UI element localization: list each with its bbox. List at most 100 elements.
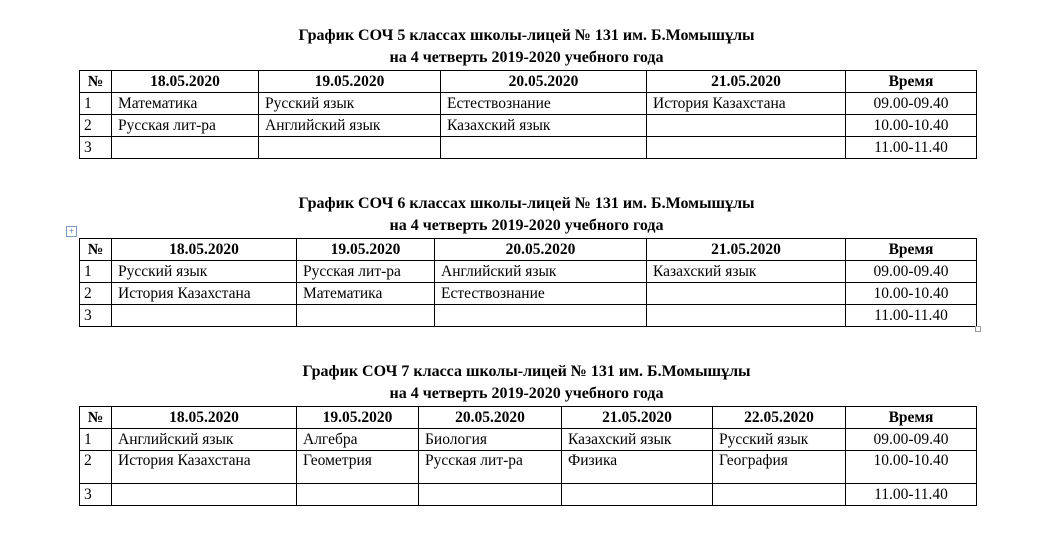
subject-cell: Русская лит-ра bbox=[111, 114, 259, 137]
subject-cell bbox=[646, 282, 846, 305]
column-header: № bbox=[79, 238, 112, 261]
table-row: 2 Русская лит-ра Английский язык Казахский … bbox=[79, 114, 977, 137]
table-move-handle-icon[interactable]: + bbox=[66, 226, 77, 237]
row-number: 1 bbox=[79, 428, 112, 451]
column-header: 22.05.2020 bbox=[712, 406, 846, 429]
column-header: 18.05.2020 bbox=[111, 406, 297, 429]
column-header: 21.05.2020 bbox=[646, 70, 846, 93]
header-row: № 18.05.2020 19.05.2020 20.05.2020 21.05.202… bbox=[79, 406, 977, 429]
column-header: 19.05.2020 bbox=[296, 406, 419, 429]
column-header: 19.05.2020 bbox=[258, 70, 441, 93]
subject-cell bbox=[418, 483, 562, 506]
row-number: 3 bbox=[79, 483, 112, 506]
subject-cell: Казахский язык bbox=[440, 114, 647, 137]
subject-cell: Английский язык bbox=[258, 114, 441, 137]
row-number: 1 bbox=[79, 260, 112, 283]
column-header: 20.05.2020 bbox=[440, 70, 647, 93]
schedule-1-title: График СОЧ 5 классах школы-лицей № 131 и… bbox=[0, 25, 1053, 69]
column-header: 20.05.2020 bbox=[418, 406, 562, 429]
subject-cell: Казахский язык bbox=[561, 428, 713, 451]
time-cell: 11.00-11.40 bbox=[845, 304, 977, 327]
column-header: № bbox=[79, 70, 112, 93]
subject-cell: Казахский язык bbox=[646, 260, 846, 283]
subject-cell bbox=[434, 304, 647, 327]
schedule-3-table: № 18.05.2020 19.05.2020 20.05.2020 21.05.202… bbox=[79, 406, 977, 506]
subject-cell: Геометрия bbox=[296, 450, 419, 484]
subject-cell: Английский язык bbox=[111, 428, 297, 451]
subject-cell bbox=[561, 483, 713, 506]
schedule-2-title: График СОЧ 6 классах школы-лицей № 131 и… bbox=[0, 193, 1053, 237]
schedule-3-title: График СОЧ 7 класса школы-лицей № 131 им… bbox=[0, 361, 1053, 405]
subject-cell: История Казахстана bbox=[111, 282, 297, 305]
column-header: 21.05.2020 bbox=[561, 406, 713, 429]
table-row: 2 История Казахстана Геометрия Русская лит-… bbox=[79, 450, 977, 484]
header-row: № 18.05.2020 19.05.2020 20.05.2020 21.05.202… bbox=[79, 70, 977, 93]
subject-cell bbox=[111, 136, 259, 159]
subject-cell bbox=[296, 304, 435, 327]
table-row: 1 Русский язык Русская лит-ра Английский яз… bbox=[79, 260, 977, 283]
subject-cell: Английский язык bbox=[434, 260, 647, 283]
subject-cell: Физика bbox=[561, 450, 713, 484]
schedule-2-table: № 18.05.2020 19.05.2020 20.05.2020 21.05.202… bbox=[79, 238, 977, 327]
column-header: Время bbox=[845, 238, 977, 261]
time-cell: 10.00-10.40 bbox=[845, 114, 977, 137]
subject-cell: Русская лит-ра bbox=[296, 260, 435, 283]
subtitle-line: на 4 четверть 2019-2020 учебного года bbox=[389, 385, 664, 402]
subject-cell: Алгебра bbox=[296, 428, 419, 451]
column-header: № bbox=[79, 406, 112, 429]
title-line: График СОЧ 5 классах школы-лицей № 131 и… bbox=[298, 27, 755, 44]
table-row: 2 История Казахстана Математика Естествозна… bbox=[79, 282, 977, 305]
subject-cell: Русский язык bbox=[111, 260, 297, 283]
subject-cell: Естествознание bbox=[434, 282, 647, 305]
column-header: Время bbox=[845, 70, 977, 93]
time-cell: 11.00-11.40 bbox=[845, 483, 977, 506]
header-row: № 18.05.2020 19.05.2020 20.05.2020 21.05.202… bbox=[79, 238, 977, 261]
subject-cell bbox=[111, 304, 297, 327]
time-cell: 10.00-10.40 bbox=[845, 450, 977, 484]
subject-cell bbox=[646, 114, 846, 137]
subject-cell: Математика bbox=[111, 92, 259, 115]
subject-cell: Математика bbox=[296, 282, 435, 305]
subject-cell: Естествознание bbox=[440, 92, 647, 115]
row-number: 1 bbox=[79, 92, 112, 115]
row-number: 3 bbox=[79, 136, 112, 159]
subtitle-line: на 4 четверть 2019-2020 учебного года bbox=[389, 49, 664, 66]
subject-cell: География bbox=[712, 450, 846, 484]
subject-cell bbox=[646, 136, 846, 159]
table-resize-handle[interactable] bbox=[975, 326, 981, 332]
title-line: График СОЧ 7 класса школы-лицей № 131 им… bbox=[302, 363, 751, 380]
subject-cell bbox=[440, 136, 647, 159]
table-row: 3 11.00-11.40 bbox=[79, 304, 977, 327]
time-cell: 09.00-09.40 bbox=[845, 260, 977, 283]
row-number: 3 bbox=[79, 304, 112, 327]
column-header: 21.05.2020 bbox=[646, 238, 846, 261]
subject-cell: Русский язык bbox=[258, 92, 441, 115]
table-row: 1 Английский язык Алгебра Биология Казахский… bbox=[79, 428, 977, 451]
subject-cell bbox=[712, 483, 846, 506]
time-cell: 11.00-11.40 bbox=[845, 136, 977, 159]
time-cell: 09.00-09.40 bbox=[845, 428, 977, 451]
subject-cell bbox=[111, 483, 297, 506]
subject-cell: История Казахстана bbox=[111, 450, 297, 484]
table-row: 3 11.00-11.40 bbox=[79, 483, 977, 506]
subject-cell: История Казахстана bbox=[646, 92, 846, 115]
column-header: 18.05.2020 bbox=[111, 238, 297, 261]
column-header: 20.05.2020 bbox=[434, 238, 647, 261]
title-line: График СОЧ 6 классах школы-лицей № 131 и… bbox=[298, 195, 755, 212]
time-cell: 09.00-09.40 bbox=[845, 92, 977, 115]
row-number: 2 bbox=[79, 450, 112, 484]
column-header: 19.05.2020 bbox=[296, 238, 435, 261]
table-row: 3 11.00-11.40 bbox=[79, 136, 977, 159]
subject-cell: Биология bbox=[418, 428, 562, 451]
column-header: Время bbox=[845, 406, 977, 429]
subject-cell bbox=[296, 483, 419, 506]
table-row: 1 Математика Русский язык Естествознание Ист… bbox=[79, 92, 977, 115]
subject-cell: Русский язык bbox=[712, 428, 846, 451]
time-cell: 10.00-10.40 bbox=[845, 282, 977, 305]
subtitle-line: на 4 четверть 2019-2020 учебного года bbox=[389, 217, 664, 234]
column-header: 18.05.2020 bbox=[111, 70, 259, 93]
subject-cell bbox=[258, 136, 441, 159]
row-number: 2 bbox=[79, 114, 112, 137]
schedule-1-table: № 18.05.2020 19.05.2020 20.05.2020 21.05.202… bbox=[79, 70, 977, 159]
subject-cell bbox=[646, 304, 846, 327]
